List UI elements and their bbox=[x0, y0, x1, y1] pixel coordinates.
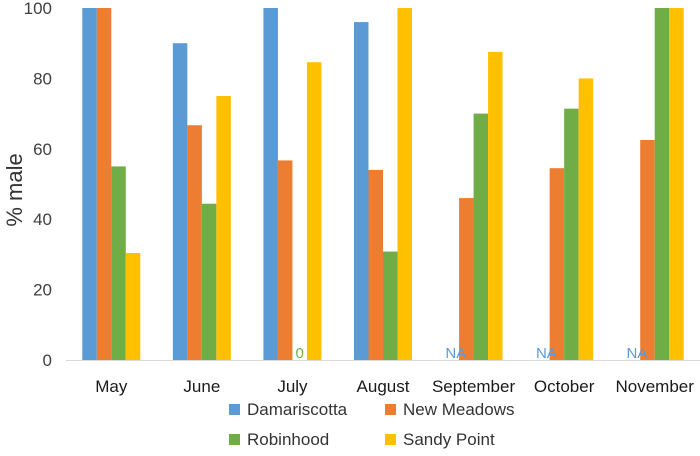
legend-swatch-robinhood bbox=[229, 434, 240, 445]
annotations: 0 NA NA NA bbox=[296, 345, 648, 362]
y-axis-ticks: 0 20 40 60 80 100 bbox=[24, 0, 52, 370]
y-axis-label: % male bbox=[2, 153, 27, 226]
x-tick-label-may: May bbox=[95, 377, 128, 396]
legend-swatch-sandy-point bbox=[385, 434, 396, 445]
x-tick-label-july: July bbox=[277, 377, 308, 396]
y-tick-label: 20 bbox=[33, 281, 52, 300]
legend-label-new-meadows: New Meadows bbox=[403, 400, 515, 419]
y-tick-label: 60 bbox=[33, 140, 52, 159]
bar-new-meadows-july bbox=[277, 160, 293, 360]
bar-sandy-point-may bbox=[125, 252, 141, 360]
bar-new-meadows-may bbox=[96, 8, 112, 360]
bar-new-meadows-june bbox=[187, 125, 202, 360]
x-tick-label-september: September bbox=[432, 377, 515, 396]
x-tick-label-november: November bbox=[615, 377, 694, 396]
bar-sandy-point-october bbox=[578, 78, 594, 361]
bar-robinhood-november bbox=[654, 8, 670, 360]
bar-new-meadows-october bbox=[549, 168, 565, 360]
bar-new-meadows-september bbox=[459, 198, 474, 360]
bar-sandy-point-june bbox=[216, 96, 231, 360]
bar-damariscotta-august bbox=[354, 22, 369, 361]
legend-swatch-new-meadows bbox=[385, 404, 396, 415]
bar-damariscotta-july bbox=[263, 8, 278, 360]
bar-sandy-point-july bbox=[306, 62, 322, 361]
bar-robinhood-october bbox=[564, 108, 579, 360]
y-tick-label: 80 bbox=[33, 69, 52, 88]
legend-swatch-damariscotta bbox=[229, 404, 240, 415]
annotation-na-october: NA bbox=[536, 345, 557, 362]
legend-label-damariscotta: Damariscotta bbox=[247, 400, 348, 419]
legend-label-sandy-point: Sandy Point bbox=[403, 430, 495, 449]
annotation-0-july: 0 bbox=[296, 345, 304, 362]
bar-sandy-point-august bbox=[397, 8, 412, 360]
legend: Damariscotta New Meadows Robinhood Sandy Po… bbox=[229, 400, 515, 449]
y-tick-label: 0 bbox=[43, 351, 52, 370]
bar-damariscotta-may bbox=[82, 8, 97, 360]
x-axis-categories: May June July August September October Novembe… bbox=[95, 377, 694, 396]
bar-robinhood-june bbox=[201, 203, 217, 360]
annotation-na-september: NA bbox=[445, 345, 466, 362]
bar-robinhood-may bbox=[111, 166, 126, 360]
x-tick-label-august: August bbox=[357, 377, 410, 396]
bar-robinhood-august bbox=[383, 251, 398, 360]
bar-robinhood-september bbox=[473, 113, 489, 360]
x-tick-label-october: October bbox=[534, 377, 595, 396]
annotation-na-november: NA bbox=[627, 345, 648, 362]
bar-new-meadows-august bbox=[368, 169, 383, 360]
bar-new-meadows-november bbox=[640, 140, 655, 360]
bar-sandy-point-november bbox=[669, 8, 684, 360]
legend-label-robinhood: Robinhood bbox=[247, 430, 329, 449]
bars bbox=[82, 8, 684, 361]
bar-sandy-point-september bbox=[488, 52, 503, 360]
x-tick-label-june: June bbox=[183, 377, 220, 396]
bar-damariscotta-june bbox=[172, 43, 188, 360]
y-tick-label: 100 bbox=[24, 0, 52, 18]
y-tick-label: 40 bbox=[33, 210, 52, 229]
